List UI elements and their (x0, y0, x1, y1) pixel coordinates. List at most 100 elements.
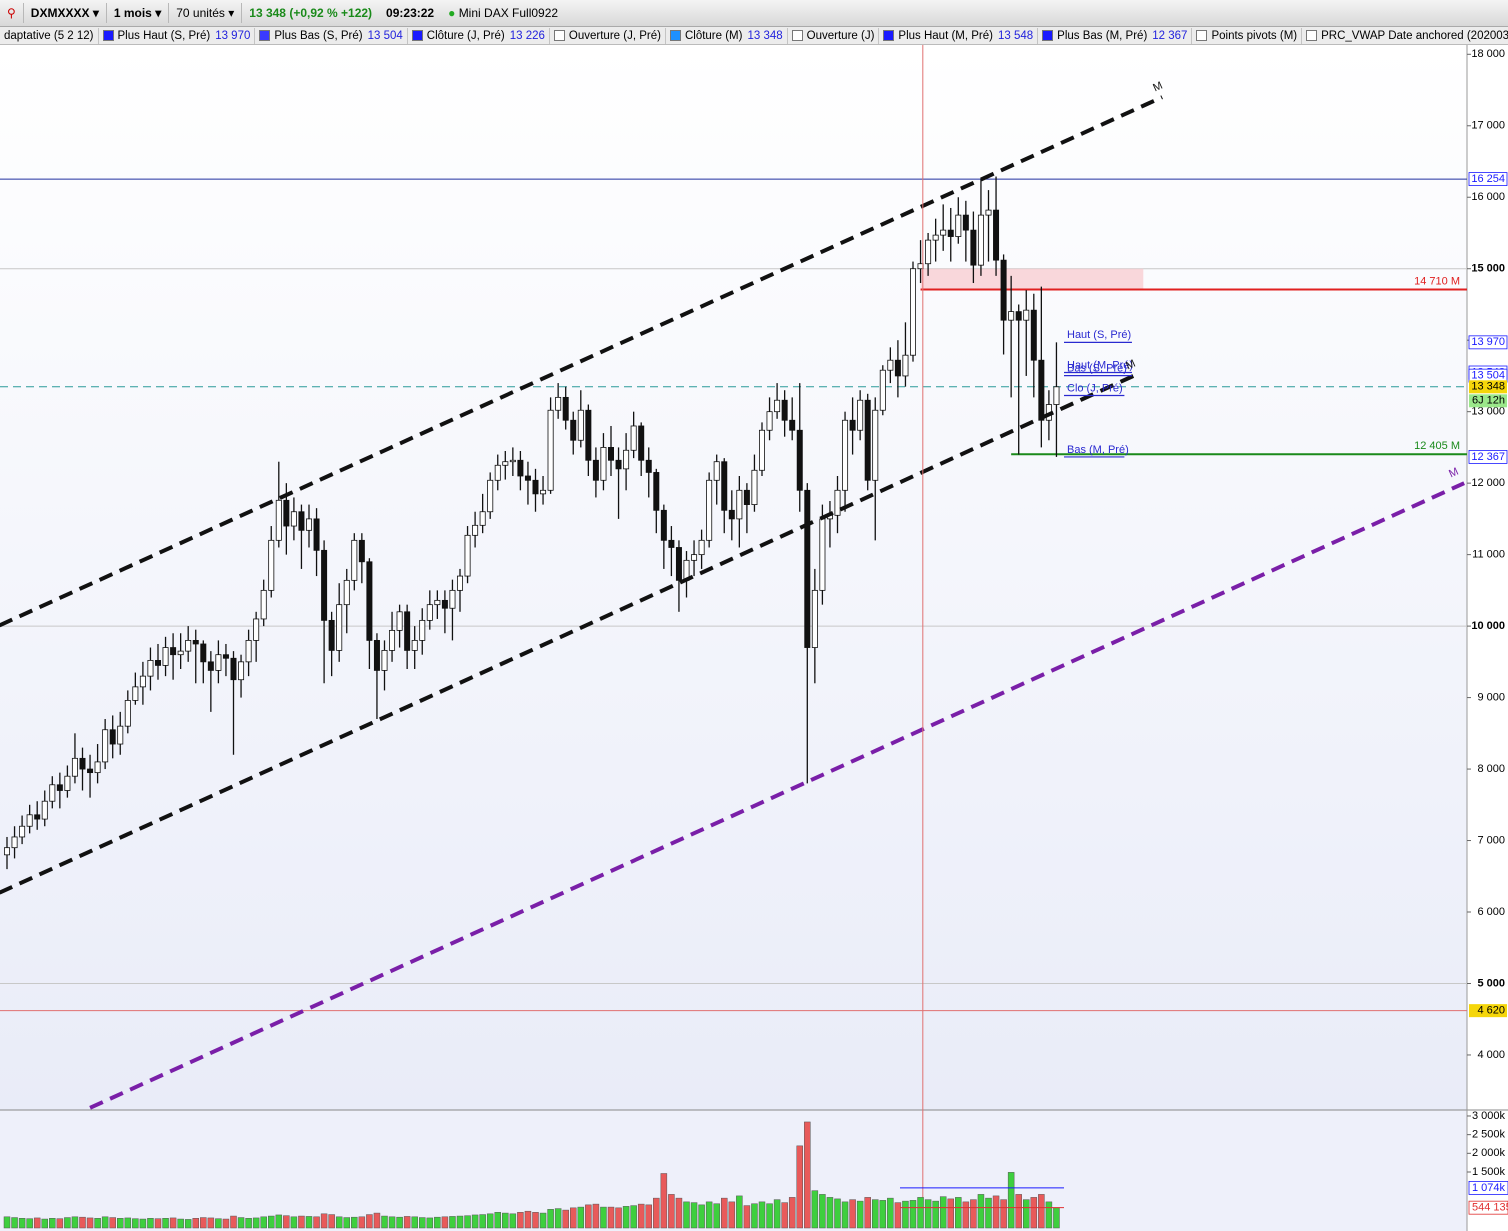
volume-bar (320, 1213, 328, 1229)
volume-bar (1015, 1194, 1022, 1229)
volume-bar (705, 1201, 713, 1229)
y-tick-label: 11 000 (1472, 549, 1505, 561)
pivot-label: Bas (S, Pré) (1067, 363, 1127, 375)
volume-bar (645, 1204, 652, 1229)
volume-bar (162, 1218, 169, 1229)
volume-bar (1045, 1201, 1053, 1229)
units[interactable]: 70 unités ▾ (169, 3, 243, 23)
volume-bar (796, 1145, 803, 1229)
volume-bar (766, 1203, 773, 1229)
candle-body (842, 419, 849, 491)
price-marker-label: 4 620 (1477, 1005, 1505, 1017)
indicator-name: PRC_VWAP Date anchored (20200322 t) (1321, 29, 1508, 42)
candle-body (260, 589, 267, 620)
volume-bar (585, 1204, 592, 1229)
candle-body (547, 409, 554, 491)
period[interactable]: 1 mois ▾ (107, 3, 170, 23)
candle-body (449, 589, 456, 609)
y-tick-label: 7 000 (1477, 834, 1505, 846)
indicator[interactable]: Points pivots (M) (1192, 27, 1303, 44)
volume-bar (532, 1212, 539, 1229)
volume-bar (335, 1216, 343, 1229)
indicator-swatch (553, 30, 565, 41)
trendline-label: M (1151, 80, 1164, 95)
candle-body (313, 518, 320, 551)
zone (920, 268, 1144, 290)
price-marker-label: 12 367 (1471, 451, 1505, 463)
indicator[interactable]: Clôture (M) 13 348 (666, 27, 788, 44)
y-tick-label: 15 000 (1471, 263, 1505, 275)
y-tick-label: 9 000 (1477, 691, 1505, 703)
volume-bar (86, 1217, 94, 1229)
candle-body (71, 757, 78, 777)
logo: ⚲ (0, 3, 24, 23)
volume-bar (683, 1201, 690, 1229)
pivot-label: Haut (S, Pré) (1067, 329, 1131, 341)
volume-tick-label: 2 500k (1472, 1129, 1506, 1141)
volume-bar (547, 1209, 554, 1229)
symbol[interactable]: DXMXXXX ▾ (24, 3, 107, 23)
candle-body (691, 554, 698, 561)
volume-bar (962, 1201, 970, 1229)
candle-body (487, 479, 494, 513)
indicator[interactable]: Ouverture (J, Pré) (550, 27, 666, 44)
volume-bar (268, 1215, 275, 1229)
candle-body (117, 725, 124, 745)
y-tick-label: 17 000 (1471, 120, 1505, 132)
candle-body (162, 647, 169, 666)
volume-bar (3, 1216, 11, 1229)
indicator[interactable]: Plus Bas (S, Pré) 13 504 (255, 27, 408, 44)
y-tick-label: 13 000 (1471, 406, 1505, 418)
pivot-label: Bas (M, Pré) (1067, 444, 1129, 456)
candle-body (366, 561, 373, 641)
indicator[interactable]: PRC_VWAP Date anchored (20200322 t) (1302, 28, 1508, 44)
indicator[interactable]: daptative (5 2 12) (0, 27, 99, 44)
candle-body (849, 419, 856, 431)
candle-body (381, 650, 388, 671)
volume-bar (64, 1217, 71, 1229)
candle-body (283, 499, 290, 527)
volume-bar (736, 1195, 743, 1229)
candle-body (56, 784, 63, 791)
price-marker (1468, 172, 1508, 186)
indicator[interactable]: Ouverture (J) (788, 27, 880, 44)
price-marker (1469, 1004, 1507, 1018)
candle-body (404, 611, 411, 651)
volume-bar (622, 1206, 630, 1229)
candle-body (660, 509, 667, 541)
trendline (0, 373, 1136, 895)
candle-body (910, 268, 917, 356)
candle-body (373, 639, 380, 671)
volume-tick-label: 1 500k (1472, 1166, 1506, 1178)
candle-body (200, 643, 207, 663)
volume-bar (932, 1200, 939, 1229)
volume-bar (758, 1201, 766, 1229)
candle-body (532, 479, 539, 495)
volume-bar (819, 1194, 826, 1229)
instrument-text: Mini DAX Full0922 (458, 6, 559, 20)
candle-body (675, 547, 682, 581)
indicator[interactable]: Plus Haut (S, Pré) 13 970 (99, 27, 256, 44)
indicator[interactable]: Plus Haut (M, Pré) 13 548 (879, 27, 1039, 44)
indicator-value: 13 548 (997, 29, 1034, 42)
volume-bar (49, 1218, 56, 1229)
candle-body (796, 429, 803, 491)
volume-bar (524, 1210, 532, 1229)
price-marker (1469, 380, 1507, 394)
candle-body (434, 599, 441, 606)
volume-bar (56, 1218, 64, 1229)
candle-body (389, 629, 396, 651)
volume-marker-label: 544 135 (1472, 1202, 1508, 1214)
candle-body (940, 229, 947, 236)
candle-body (109, 729, 116, 745)
indicator[interactable]: Clôture (J, Pré) 13 226 (408, 27, 550, 44)
volume-bar (117, 1218, 124, 1229)
volume-bar (1023, 1199, 1030, 1229)
indicator-swatch (102, 30, 114, 41)
volume-bar (109, 1217, 116, 1229)
indicator[interactable]: Plus Bas (M, Pré) 12 367 (1038, 27, 1193, 44)
candle-body (811, 589, 818, 648)
candle-body (600, 447, 607, 481)
